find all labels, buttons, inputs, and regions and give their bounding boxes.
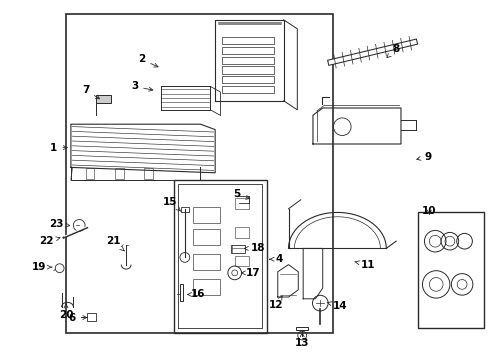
Text: 11: 11 <box>354 260 374 270</box>
Bar <box>234 256 249 266</box>
Text: 3: 3 <box>131 81 153 91</box>
Bar <box>85 168 94 179</box>
Text: 22: 22 <box>39 236 60 246</box>
Bar <box>296 327 307 330</box>
Bar <box>222 86 273 93</box>
Bar <box>193 207 220 223</box>
Text: 17: 17 <box>241 268 260 278</box>
Text: 20: 20 <box>59 304 73 320</box>
Bar <box>181 207 188 212</box>
Bar <box>193 279 220 295</box>
Bar <box>193 254 220 270</box>
Bar <box>222 57 273 64</box>
Text: 9: 9 <box>416 152 430 162</box>
Text: 6: 6 <box>69 312 86 323</box>
Bar <box>417 212 483 328</box>
Bar <box>66 14 332 333</box>
Bar <box>234 227 249 238</box>
Text: 15: 15 <box>163 197 181 211</box>
Bar <box>222 66 273 73</box>
Text: 13: 13 <box>294 332 309 348</box>
Text: 8: 8 <box>386 44 399 58</box>
Text: 4: 4 <box>269 254 282 264</box>
Text: 23: 23 <box>49 219 70 229</box>
Text: 12: 12 <box>268 296 283 310</box>
Text: 7: 7 <box>81 85 100 99</box>
Text: 5: 5 <box>233 189 249 199</box>
Text: 19: 19 <box>32 262 52 272</box>
Bar <box>234 198 249 209</box>
Text: 18: 18 <box>244 243 265 253</box>
Text: 10: 10 <box>421 206 436 216</box>
Bar <box>180 284 183 301</box>
Bar <box>193 229 220 245</box>
Bar <box>173 180 266 333</box>
Bar <box>222 76 273 83</box>
Bar <box>222 47 273 54</box>
Bar <box>115 168 123 179</box>
Text: 14: 14 <box>326 301 346 311</box>
Bar <box>96 95 110 103</box>
Text: 2: 2 <box>138 54 158 67</box>
Bar <box>230 245 244 253</box>
Bar <box>222 37 273 44</box>
Bar <box>144 168 153 179</box>
Bar <box>87 313 96 321</box>
Text: 21: 21 <box>106 236 124 251</box>
Text: 1: 1 <box>50 143 67 153</box>
Text: 16: 16 <box>187 289 205 300</box>
